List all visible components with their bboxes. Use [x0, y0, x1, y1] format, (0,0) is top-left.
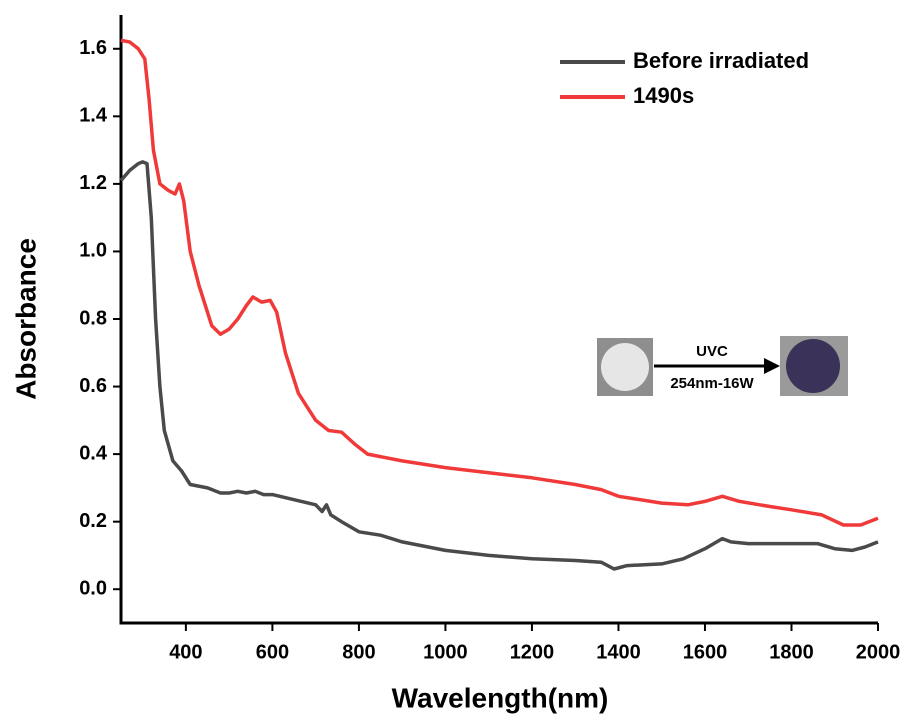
- x-tick-label: 600: [256, 641, 289, 663]
- y-tick-label: 1.6: [79, 37, 107, 59]
- x-tick-label: 1400: [596, 641, 641, 663]
- x-axis-title: Wavelength(nm): [392, 682, 609, 713]
- y-axis-title: Absorbance: [10, 238, 41, 400]
- x-tick-label: 400: [169, 641, 202, 663]
- x-tick-label: 1200: [510, 641, 555, 663]
- x-tick-label: 1800: [769, 641, 814, 663]
- pellet-dark: [786, 339, 840, 393]
- inset-photo: UVC 254nm-16W: [597, 336, 848, 396]
- legend-label: 1490s: [633, 83, 694, 108]
- pellet-white: [601, 343, 649, 391]
- y-tick-label: 0.2: [79, 510, 107, 532]
- legend-label: Before irradiated: [633, 48, 809, 73]
- y-tick-label: 0.4: [79, 442, 108, 464]
- series-line: [119, 160, 879, 571]
- x-tick-label: 1000: [423, 641, 468, 663]
- annotation: 254nm-16W: [670, 375, 754, 392]
- y-tick-label: 1.4: [79, 105, 108, 127]
- series-line: [120, 38, 879, 527]
- annotation: UVC: [696, 343, 728, 360]
- x-tick-label: 800: [342, 641, 375, 663]
- x-tick-label: 1600: [683, 641, 728, 663]
- y-tick-label: 1.2: [79, 172, 107, 194]
- y-tick-label: 0.8: [79, 307, 107, 329]
- y-tick-label: 0.0: [79, 578, 107, 600]
- y-tick-label: 0.6: [79, 375, 107, 397]
- arrow-head: [764, 358, 780, 374]
- x-tick-label: 2000: [856, 641, 901, 663]
- y-tick-label: 1.0: [79, 240, 107, 262]
